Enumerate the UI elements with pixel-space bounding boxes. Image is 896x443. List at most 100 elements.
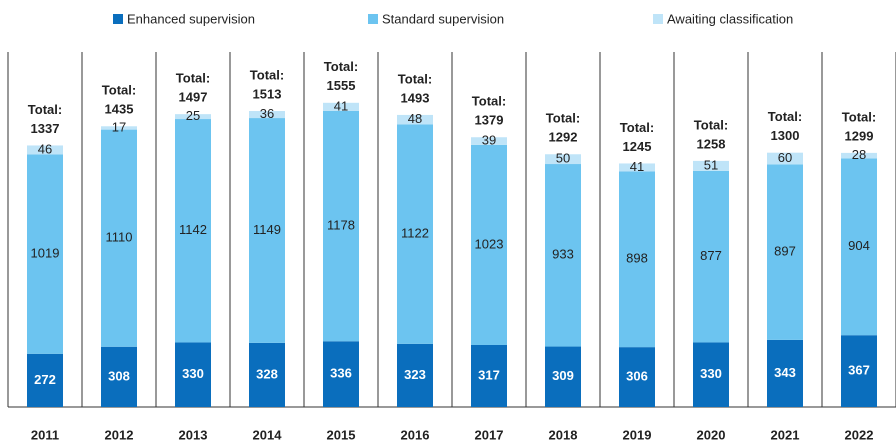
bar-segment <box>767 339 803 407</box>
value-label: 50 <box>556 151 570 166</box>
x-tick-label: 2017 <box>475 427 504 442</box>
bar-segment <box>249 342 285 407</box>
bar-segment <box>323 102 359 111</box>
value-label: 28 <box>852 147 866 162</box>
value-label: 41 <box>630 159 644 174</box>
bar-segment <box>249 118 285 343</box>
bar-segment <box>471 144 507 345</box>
bar-segment <box>471 137 507 145</box>
bar-segment <box>545 164 581 347</box>
total-label: Total: <box>28 102 62 117</box>
total-label: Total: <box>324 59 358 74</box>
value-label: 1019 <box>31 246 60 261</box>
total-label: Total: <box>102 83 136 98</box>
bar-segment <box>767 152 803 165</box>
total-label: Total: <box>472 94 506 109</box>
x-tick-label: 2012 <box>105 427 134 442</box>
legend-swatch <box>113 14 123 24</box>
bar-segment <box>619 347 655 407</box>
total-value: 1513 <box>253 86 282 101</box>
total-value: 1258 <box>697 136 726 151</box>
bar-segment <box>693 170 729 343</box>
x-tick-label: 2011 <box>31 427 59 442</box>
x-tick-label: 2018 <box>549 427 578 442</box>
value-label: 1122 <box>401 226 429 241</box>
bar-segment <box>27 145 63 155</box>
value-label: 1149 <box>253 222 281 237</box>
total-value: 1299 <box>845 128 874 143</box>
total-value: 1300 <box>771 128 800 143</box>
bar-segment <box>101 346 137 407</box>
x-tick-label: 2013 <box>179 427 208 442</box>
value-label: 330 <box>182 366 204 381</box>
bar-segment <box>767 164 803 340</box>
x-tick-label: 2019 <box>623 427 652 442</box>
value-label: 330 <box>700 366 722 381</box>
value-label: 17 <box>112 119 126 134</box>
bar-segment <box>841 158 877 336</box>
bar-segment <box>249 111 285 119</box>
bar-segment <box>323 341 359 407</box>
total-label: Total: <box>842 109 876 124</box>
value-label: 1023 <box>475 236 504 251</box>
bar-segment <box>693 160 729 171</box>
value-label: 898 <box>626 251 648 266</box>
value-label: 1142 <box>179 222 207 237</box>
value-label: 367 <box>848 363 870 378</box>
bar-segment <box>619 171 655 348</box>
value-label: 306 <box>626 369 648 384</box>
x-tick-label: 2022 <box>845 427 874 442</box>
value-label: 36 <box>260 106 274 121</box>
value-label: 336 <box>330 366 352 381</box>
legend-swatch <box>653 14 663 24</box>
total-label: Total: <box>620 120 654 135</box>
value-label: 51 <box>704 157 718 172</box>
value-label: 317 <box>478 367 500 382</box>
value-label: 343 <box>774 365 796 380</box>
total-label: Total: <box>768 109 802 124</box>
total-value: 1493 <box>401 90 430 105</box>
bar-segment <box>175 114 211 120</box>
total-value: 1379 <box>475 113 504 128</box>
value-label: 46 <box>38 141 52 156</box>
bar-segment <box>323 110 359 342</box>
x-tick-label: 2020 <box>697 427 726 442</box>
bar-segment <box>841 335 877 407</box>
total-value: 1245 <box>623 139 652 154</box>
bar-segment <box>619 163 655 172</box>
value-label: 272 <box>34 372 56 387</box>
total-label: Total: <box>398 71 432 86</box>
value-label: 933 <box>552 247 574 262</box>
value-label: 308 <box>108 368 130 383</box>
value-label: 877 <box>700 248 722 263</box>
total-value: 1555 <box>327 78 356 93</box>
bar-segment <box>397 343 433 407</box>
bar-segment <box>545 154 581 165</box>
bar-segment <box>175 119 211 343</box>
value-label: 1178 <box>327 217 355 232</box>
x-tick-label: 2021 <box>771 427 800 442</box>
value-label: 309 <box>552 368 574 383</box>
total-value: 1292 <box>549 130 578 145</box>
total-label: Total: <box>176 71 210 86</box>
total-value: 1337 <box>31 121 60 136</box>
total-label: Total: <box>250 67 284 82</box>
legend-label: Awaiting classification <box>667 11 793 26</box>
bar-segment <box>545 346 581 407</box>
bar-segment <box>841 152 877 159</box>
value-label: 48 <box>408 111 422 126</box>
legend-label: Enhanced supervision <box>127 11 255 26</box>
total-label: Total: <box>694 117 728 132</box>
bar-segment <box>175 342 211 407</box>
total-label: Total: <box>546 111 580 126</box>
bar-segment <box>101 126 137 130</box>
value-label: 1110 <box>106 230 133 245</box>
x-tick-label: 2014 <box>253 427 283 442</box>
x-tick-label: 2016 <box>401 427 430 442</box>
bar-segment <box>693 342 729 407</box>
value-label: 904 <box>848 238 870 253</box>
legend-swatch <box>368 14 378 24</box>
total-value: 1435 <box>105 102 134 117</box>
bar-segment <box>101 129 137 347</box>
